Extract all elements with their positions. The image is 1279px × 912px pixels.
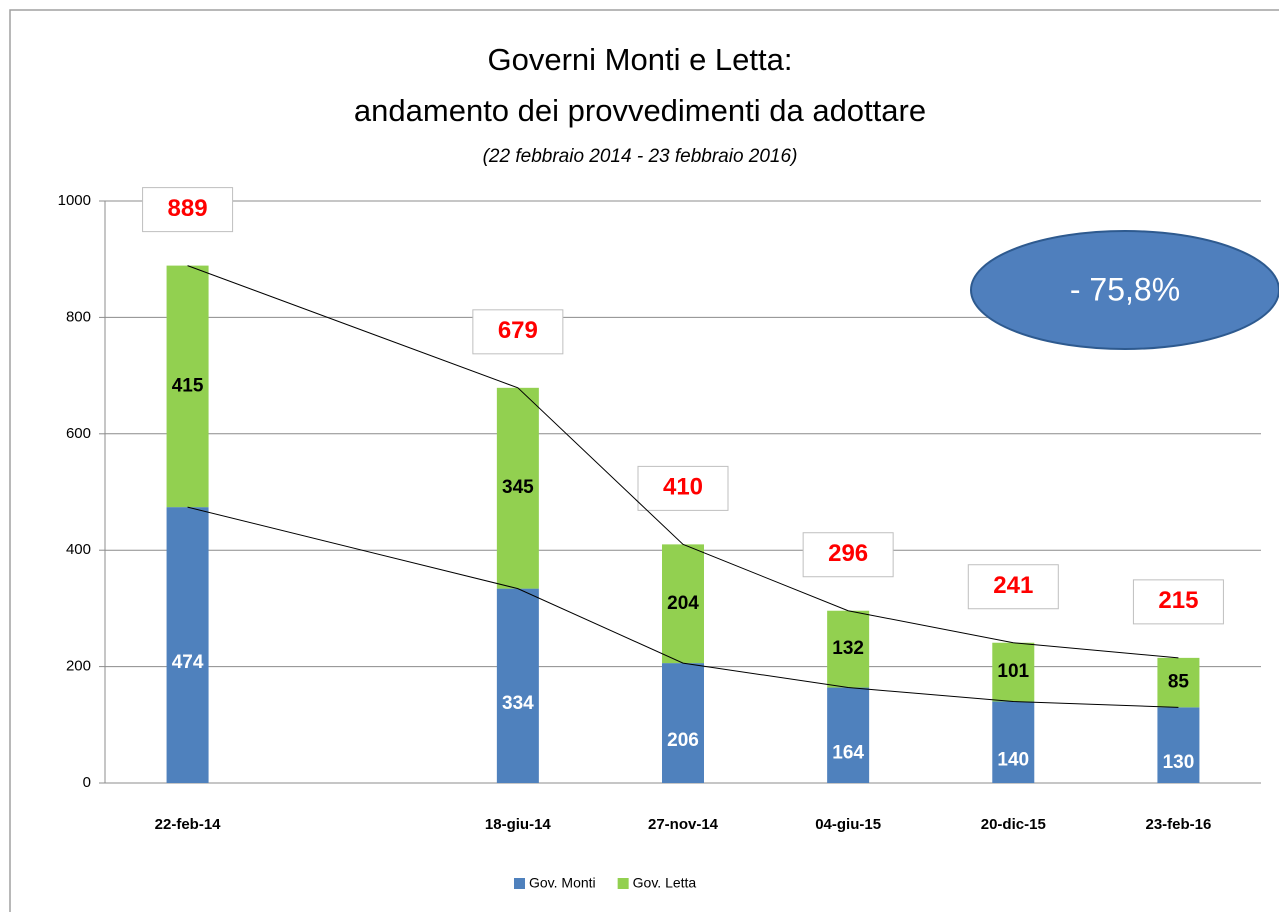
total-box — [142, 187, 234, 233]
y-tick-label: 600 — [66, 425, 91, 442]
data-label: 415 — [172, 375, 204, 396]
total-box — [802, 532, 894, 578]
bar-segment — [496, 588, 539, 783]
data-label: 164 — [832, 742, 864, 763]
chart-frame — [9, 9, 1279, 912]
legend-swatch — [617, 878, 629, 889]
x-tick-label: 23-feb-16 — [1145, 816, 1211, 833]
data-label: 132 — [832, 638, 864, 659]
total-label: 215 — [1158, 587, 1198, 614]
total-label: 679 — [498, 317, 538, 344]
total-label: 410 — [663, 474, 703, 501]
bar-segment — [992, 642, 1035, 702]
legend-swatch — [514, 878, 525, 889]
data-label: 206 — [667, 730, 699, 751]
bar-segment — [662, 544, 704, 664]
data-label: 85 — [1168, 672, 1190, 693]
total-label: 889 — [168, 195, 208, 222]
legend-label: Gov. Monti — [529, 875, 596, 891]
y-tick-label: 400 — [66, 541, 91, 558]
total-label: 241 — [993, 572, 1033, 599]
chart-note: (22 febbraio 2014 - 23 febbraio 2016) — [483, 146, 798, 167]
x-tick-label: 20-dic-15 — [981, 816, 1046, 833]
x-tick-label: 22-feb-14 — [155, 816, 222, 833]
total-label: 296 — [828, 540, 868, 567]
bar-segment — [166, 507, 209, 783]
total-box — [637, 465, 729, 511]
x-tick-label: 04-giu-15 — [815, 816, 881, 833]
x-tick-label: 27-nov-14 — [648, 816, 719, 833]
data-label: 474 — [172, 652, 204, 673]
total-line — [187, 265, 1179, 659]
chart-subtitle: andamento dei provvedimenti da adottare — [354, 93, 926, 128]
annotation: - 75,8% — [1070, 271, 1180, 307]
y-tick-label: 800 — [66, 308, 91, 325]
data-label: 140 — [997, 749, 1029, 770]
monti-line — [187, 506, 1179, 708]
data-label: 345 — [502, 477, 534, 498]
bar-segment — [1157, 707, 1200, 783]
bar-segment — [992, 701, 1035, 783]
legend-label: Gov. Letta — [633, 875, 697, 891]
total-box — [1132, 579, 1224, 625]
bar-segment — [827, 610, 870, 688]
bar-segment — [662, 663, 704, 783]
y-tick-label: 0 — [83, 774, 91, 791]
x-tick-label: 18-giu-14 — [485, 816, 552, 833]
bar-segment — [496, 387, 539, 589]
data-label: 101 — [997, 661, 1029, 682]
y-tick-label: 200 — [66, 658, 91, 675]
data-label: 334 — [502, 693, 534, 714]
bar-segment — [827, 687, 870, 783]
data-label: 130 — [1163, 752, 1195, 773]
bar-segment — [1157, 657, 1200, 708]
annotation-bubble — [970, 230, 1279, 350]
chart-title: Governi Monti e Letta: — [488, 42, 793, 77]
bar-segment — [166, 265, 209, 508]
total-box — [472, 309, 564, 355]
data-label: 204 — [667, 593, 699, 614]
y-tick-label: 1000 — [58, 192, 91, 209]
total-box — [967, 564, 1059, 610]
